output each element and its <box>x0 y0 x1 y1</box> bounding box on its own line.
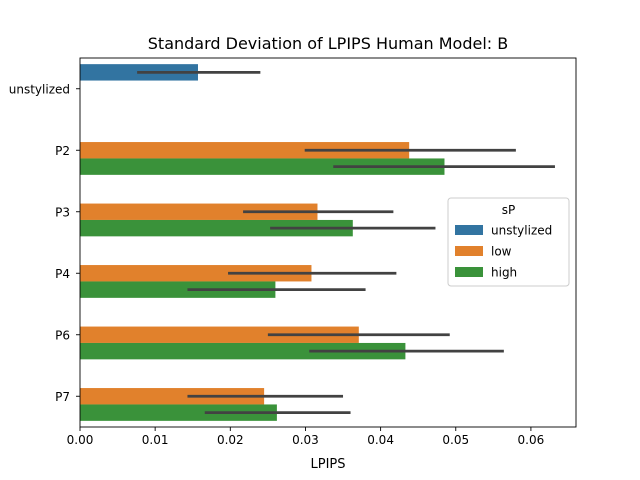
bar <box>80 404 277 421</box>
y-tick-label: P4 <box>55 267 70 281</box>
x-tick-label: 0.01 <box>142 433 169 447</box>
bar <box>80 219 353 237</box>
plot-frame <box>79 57 577 428</box>
x-tick-label: 0.02 <box>217 433 244 447</box>
x-tick-label: 0.05 <box>442 433 469 447</box>
y-tick-label: P2 <box>55 144 70 158</box>
x-tick-label: 0.06 <box>518 433 545 447</box>
legend-label: high <box>491 266 517 280</box>
bar <box>80 203 318 220</box>
legend-swatch <box>455 225 483 235</box>
x-axis-label: LPIPS <box>310 457 345 472</box>
legend-title: sP <box>502 203 516 217</box>
x-tick-label: 0.04 <box>367 433 394 447</box>
bar <box>80 281 276 298</box>
legend-box <box>447 197 570 287</box>
x-axis: 0.00 0.01 0.02 0.03 0.04 0.05 0.06 <box>67 427 545 447</box>
chart-title: Standard Deviation of LPIPS Human Model:… <box>148 34 508 53</box>
bar <box>80 142 410 159</box>
legend-label: unstylized <box>491 224 552 238</box>
y-tick-label: P7 <box>55 390 70 404</box>
bar <box>80 388 265 405</box>
legend-label: low <box>491 245 512 259</box>
legend-swatch <box>455 246 483 256</box>
plot-area <box>79 57 577 428</box>
y-tick-label: unstylized <box>9 82 70 96</box>
y-tick-label: P3 <box>55 205 70 219</box>
x-tick-label: 0.03 <box>292 433 319 447</box>
y-tick-label: P6 <box>55 328 70 342</box>
y-axis: unstylized P2 P3 P4 P6 P7 <box>9 82 80 404</box>
bar <box>80 342 406 360</box>
legend: sP unstylized low high <box>447 197 570 287</box>
legend-swatch <box>455 267 483 277</box>
x-tick-label: 0.00 <box>67 433 94 447</box>
bar <box>80 326 359 343</box>
bar <box>80 265 312 282</box>
bar <box>80 158 445 175</box>
